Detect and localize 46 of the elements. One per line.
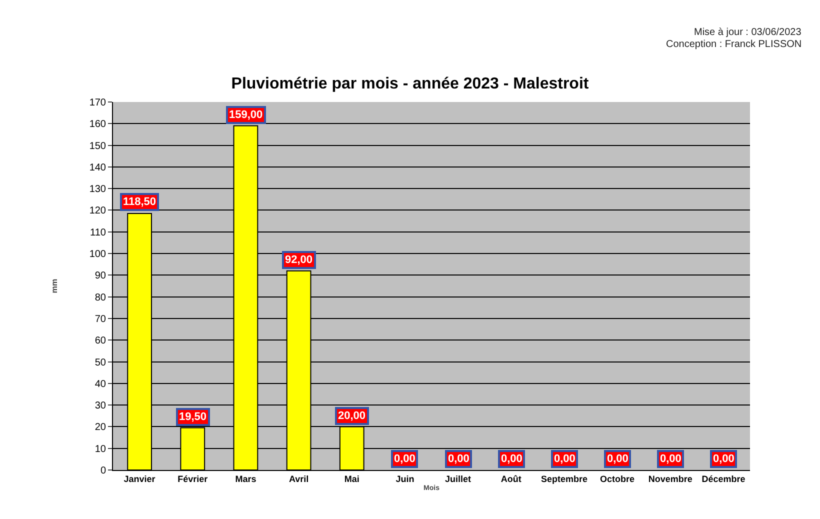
y-tick-label: 170 xyxy=(89,98,106,108)
x-tick-label: Octobre xyxy=(600,474,635,484)
data-label: 0,00 xyxy=(501,453,522,465)
data-label: 159,00 xyxy=(229,109,263,121)
x-tick-label: Mai xyxy=(344,474,360,484)
y-tick-label: 140 xyxy=(89,162,106,174)
data-label: 0,00 xyxy=(660,453,682,465)
y-tick-label: 130 xyxy=(89,184,106,196)
data-label: 20,00 xyxy=(338,410,366,422)
data-label: 0,00 xyxy=(394,453,416,465)
y-tick-label: 20 xyxy=(94,422,106,434)
data-label: 0,00 xyxy=(713,453,734,465)
y-tick-label: 50 xyxy=(94,357,106,368)
x-tick-label: Mars xyxy=(235,474,256,484)
y-tick-label: 30 xyxy=(94,400,106,412)
data-label: 19,50 xyxy=(179,411,207,423)
y-tick-label: 110 xyxy=(90,227,106,238)
text: Conception : Franck PLISSON xyxy=(666,39,802,50)
text: Mise à jour : 03/06/2023 xyxy=(694,27,802,38)
y-tick-label: 70 xyxy=(94,314,106,325)
y-tick-label: 90 xyxy=(94,270,106,282)
data-label: 118,50 xyxy=(123,196,156,208)
data-label: 0,00 xyxy=(607,453,628,465)
y-tick-label: 40 xyxy=(94,378,106,390)
x-tick-label: Février xyxy=(178,474,208,484)
y-tick-label: 80 xyxy=(94,292,106,304)
y-tick-label: 60 xyxy=(94,336,106,347)
y-tick-label: 10 xyxy=(94,444,106,455)
y-tick-label: 0 xyxy=(100,466,106,476)
y-tick-label: 100 xyxy=(89,249,106,260)
y-tick-label: 120 xyxy=(89,206,106,217)
x-tick-label: Juillet xyxy=(445,474,472,484)
x-tick-label: Novembre xyxy=(648,474,692,484)
x-tick-label: Janvier xyxy=(124,474,156,484)
data-label: 0,00 xyxy=(554,453,576,465)
x-tick-label: Juin xyxy=(396,474,414,484)
x-tick-label: Septembre xyxy=(540,474,588,484)
x-tick-label: Avril xyxy=(288,474,309,484)
y-axis-title: mm xyxy=(50,278,60,294)
y-tick-label: 160 xyxy=(89,119,106,130)
x-tick-label: Décembre xyxy=(702,474,746,484)
chart-title: Pluviométrie par mois - année 2023 - Malestroit xyxy=(231,76,590,93)
x-tick-label: Août xyxy=(500,474,522,484)
data-label: 0,00 xyxy=(448,453,470,465)
data-label: 92,00 xyxy=(285,254,313,266)
y-tick-label: 150 xyxy=(89,140,106,152)
